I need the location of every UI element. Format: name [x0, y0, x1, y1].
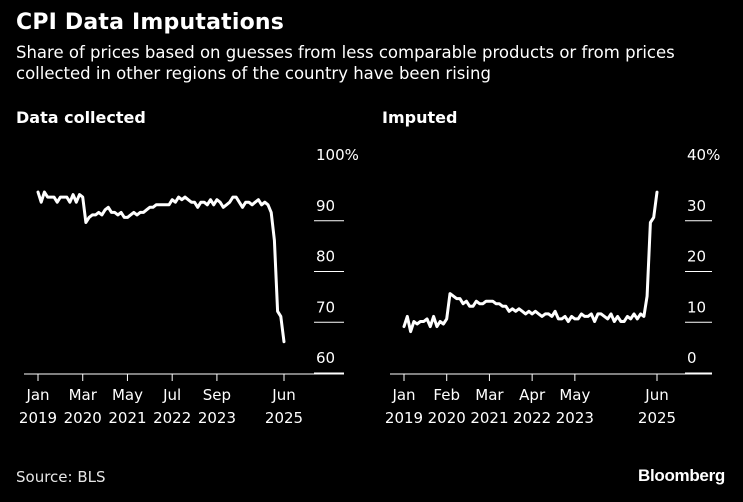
- x-tick-label: 2019: [19, 409, 57, 427]
- bloomberg-logo: Bloomberg: [637, 466, 725, 485]
- chart-subtitle: Share of prices based on guesses from le…: [16, 43, 675, 83]
- y-tick-label: 40%: [687, 146, 720, 164]
- x-tick-label: Jan: [25, 386, 49, 404]
- chart-panel-data-collected: 100% 90 80 70 60 Jan 2019 Mar 2020 May 2021 Jul 2022…: [19, 146, 359, 427]
- y-tick-label: 20: [687, 248, 706, 266]
- x-tick-label: Mar: [475, 386, 504, 404]
- x-tick-label: Jun: [271, 386, 295, 404]
- y-tick-label: 90: [316, 197, 335, 215]
- x-tick-label: Jul: [162, 386, 181, 404]
- x-tick-label: Jun: [644, 386, 668, 404]
- x-tick-label: 2025: [638, 409, 676, 427]
- x-tick-label: 2023: [198, 409, 236, 427]
- x-tick-label: Feb: [433, 386, 460, 404]
- x-tick-label: 2023: [556, 409, 594, 427]
- x-tick-label: May: [559, 386, 590, 404]
- y-tick-label: 0: [687, 349, 697, 367]
- y-tick-label: 30: [687, 197, 706, 215]
- panel-title-data-collected: Data collected: [16, 108, 146, 127]
- x-tick-label: Jan: [391, 386, 415, 404]
- panel-title-imputed: Imputed: [382, 108, 458, 127]
- y-tick-label: 60: [316, 349, 335, 367]
- x-tick-label: 2020: [64, 409, 102, 427]
- y-tick-label: 10: [687, 298, 706, 316]
- series-line-imputed: [402, 190, 659, 334]
- x-tick-label: 2021: [108, 409, 146, 427]
- source-note: Source: BLS: [16, 468, 106, 486]
- y-tick-label: 70: [316, 298, 335, 316]
- x-tick-label: May: [112, 386, 143, 404]
- x-tick-label: 2022: [153, 409, 191, 427]
- chart-panel-imputed: 40% 30 20 10 0 Jan 2019 Feb 2020 Mar 2021 Apr 2022 Ma…: [385, 146, 720, 427]
- x-tick-label: Sep: [203, 386, 231, 404]
- x-tick-label: 2021: [470, 409, 508, 427]
- x-tick-label: 2025: [265, 409, 303, 427]
- x-tick-label: 2020: [428, 409, 466, 427]
- x-tick-label: 2019: [385, 409, 423, 427]
- y-tick-label: 80: [316, 248, 335, 266]
- x-tick-label: 2022: [513, 409, 551, 427]
- chart-title: CPI Data Imputations: [16, 10, 285, 35]
- x-tick-label: Apr: [519, 386, 546, 404]
- x-tick-label: Mar: [69, 386, 98, 404]
- series-line-data-collected: [36, 190, 286, 344]
- y-tick-label: 100%: [316, 146, 359, 164]
